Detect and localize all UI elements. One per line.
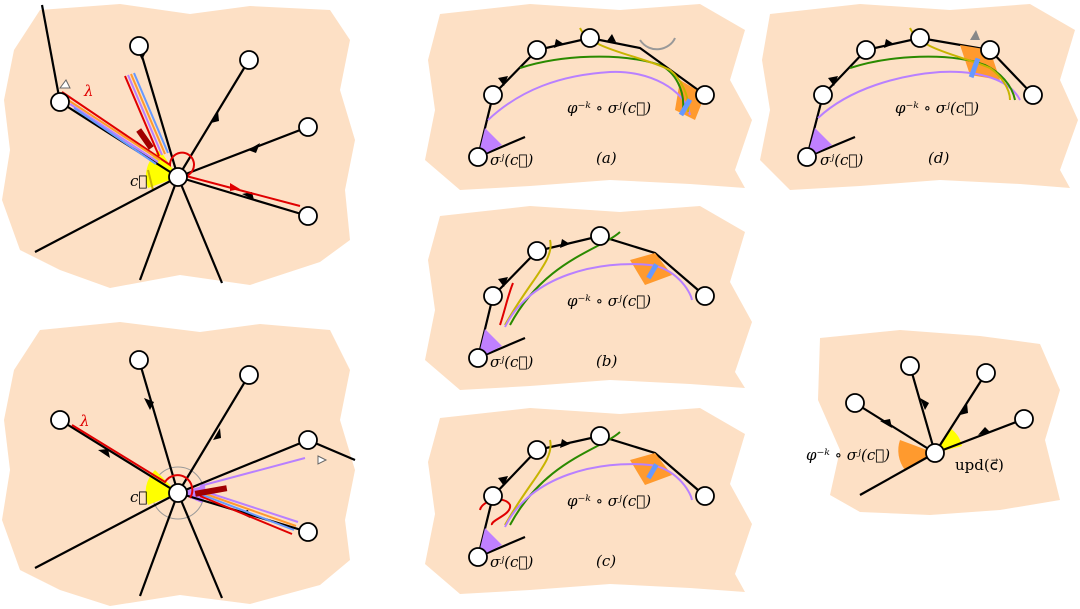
vertex xyxy=(696,487,714,505)
panel-b: σʲ(c⃗) φ⁻ᵏ ∘ σʲ(c⃗) (b) xyxy=(425,206,752,390)
vertex-center xyxy=(926,444,944,462)
vertex xyxy=(130,351,148,369)
left-label: φ⁻ᵏ ∘ σʲ(c⃗) xyxy=(806,446,890,464)
vertex xyxy=(977,364,995,382)
lambda-label: λ xyxy=(79,412,90,430)
target-label: φ⁻ᵏ ∘ σʲ(c⃗) xyxy=(895,99,979,117)
panel-bottom-left: λ c⃗ xyxy=(2,322,355,606)
vertex xyxy=(1015,410,1033,428)
vertex xyxy=(299,118,317,136)
vertex xyxy=(484,86,502,104)
vertex xyxy=(528,441,546,459)
caption: (c) xyxy=(596,552,616,570)
lambda-label: λ xyxy=(83,82,94,100)
vertex xyxy=(846,394,864,412)
target-label: φ⁻ᵏ ∘ σʲ(c⃗) xyxy=(567,99,651,117)
panel-top-left: λ c⃗ xyxy=(2,4,355,288)
panel-right: φ⁻ᵏ ∘ σʲ(c⃗) upd(c⃗) xyxy=(806,330,1060,515)
target-label: φ⁻ᵏ ∘ σʲ(c⃗) xyxy=(567,292,651,310)
vertex xyxy=(299,431,317,449)
vertex xyxy=(130,37,148,55)
panel-c: σʲ(c⃗) φ⁻ᵏ ∘ σʲ(c⃗) (c) xyxy=(425,408,752,594)
vertex xyxy=(1024,86,1042,104)
panel-d: σʲ(c⃗) φ⁻ᵏ ∘ σʲ(c⃗) (d) xyxy=(760,4,1078,190)
vertex xyxy=(911,29,929,47)
vertex xyxy=(591,427,609,445)
target-label: φ⁻ᵏ ∘ σʲ(c⃗) xyxy=(567,492,651,510)
vertex xyxy=(528,242,546,260)
vertex xyxy=(696,86,714,104)
face-region xyxy=(2,322,355,606)
vertex xyxy=(981,41,999,59)
vertex xyxy=(814,86,832,104)
corner-label: σʲ(c⃗) xyxy=(490,353,533,371)
vertex xyxy=(299,207,317,225)
vertex xyxy=(299,523,317,541)
corner-label: σʲ(c⃗) xyxy=(490,151,533,169)
vertex xyxy=(484,487,502,505)
vertex xyxy=(469,548,487,566)
corner-label: σʲ(c⃗) xyxy=(490,553,533,571)
caption: (b) xyxy=(596,352,617,370)
panel-a: σʲ(c⃗) φ⁻ᵏ ∘ σʲ(c⃗) (a) xyxy=(425,4,752,190)
vertex xyxy=(469,148,487,166)
caption: (a) xyxy=(596,149,617,167)
face-region xyxy=(2,4,355,288)
corner-label: c⃗ xyxy=(130,172,147,190)
vertex xyxy=(581,29,599,47)
vertex xyxy=(591,227,609,245)
corner-label: σʲ(c⃗) xyxy=(820,151,863,169)
vertex xyxy=(469,349,487,367)
caption: (d) xyxy=(928,149,949,167)
vertex xyxy=(798,148,816,166)
vertex xyxy=(484,287,502,305)
vertex-center xyxy=(169,168,187,186)
vertex xyxy=(240,51,258,69)
right-label: upd(c⃗) xyxy=(955,456,1004,474)
vertex xyxy=(51,93,69,111)
vertex xyxy=(240,366,258,384)
vertex xyxy=(528,41,546,59)
vertex xyxy=(901,357,919,375)
vertex xyxy=(696,287,714,305)
corner-label: c⃗ xyxy=(130,488,147,506)
vertex-center xyxy=(169,484,187,502)
vertex xyxy=(857,41,875,59)
vertex xyxy=(51,411,69,429)
